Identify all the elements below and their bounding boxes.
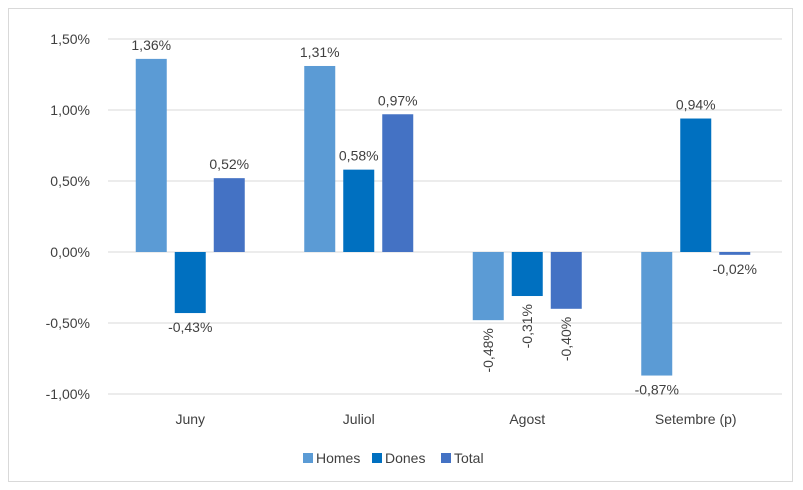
bar-homes — [641, 252, 673, 376]
legend-label: Total — [454, 450, 484, 466]
bar-total — [213, 178, 245, 252]
data-label: 1,36% — [131, 37, 171, 53]
data-label: 0,58% — [339, 148, 379, 164]
y-tick-label: 0,00% — [50, 244, 90, 260]
x-category-label: Setembre (p) — [655, 411, 737, 427]
y-tick-label: 1,00% — [50, 102, 90, 118]
bar-homes — [472, 252, 504, 321]
bar-homes — [135, 58, 167, 252]
y-tick-label: -0,50% — [46, 315, 90, 331]
bar-dones — [343, 169, 375, 252]
bar-total — [382, 114, 414, 252]
legend-swatch-homes — [303, 453, 313, 463]
data-label: -0,87% — [635, 382, 679, 398]
x-category-label: Juny — [175, 411, 205, 427]
y-tick-label: 1,50% — [50, 31, 90, 47]
data-label: 0,97% — [378, 92, 418, 108]
data-label: 1,31% — [300, 44, 340, 60]
x-category-label: Agost — [509, 411, 545, 427]
data-label: -0,40% — [558, 317, 574, 361]
legend-swatch-total — [441, 453, 451, 463]
bar-total — [719, 252, 751, 255]
data-label: 0,52% — [209, 156, 249, 172]
data-label: -0,02% — [713, 261, 757, 277]
bar-homes — [304, 65, 336, 252]
legend-label: Dones — [385, 450, 425, 466]
bar-dones — [680, 118, 712, 253]
bar-total — [550, 252, 582, 309]
legend-swatch-dones — [372, 453, 382, 463]
data-label: -0,31% — [519, 304, 535, 348]
y-tick-label: -1,00% — [46, 386, 90, 402]
data-label: -0,43% — [168, 319, 212, 335]
bar-dones — [511, 252, 543, 297]
y-tick-label: 0,50% — [50, 173, 90, 189]
x-category-label: Juliol — [343, 411, 375, 427]
data-label: 0,94% — [676, 97, 716, 113]
legend-label: Homes — [316, 450, 360, 466]
data-label: -0,48% — [480, 328, 496, 372]
bar-dones — [174, 252, 206, 314]
